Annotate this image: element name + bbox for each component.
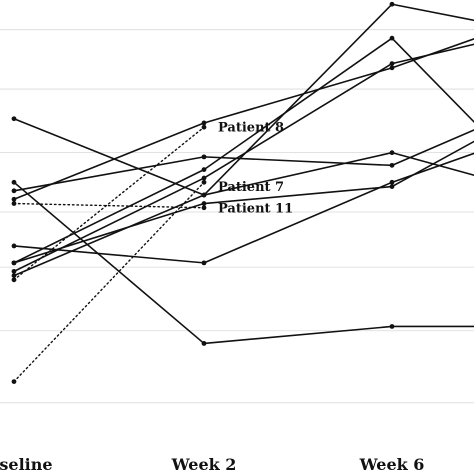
series-line — [13, 117, 474, 196]
x-tick-label-week-6: Week 6 — [359, 455, 425, 474]
series-lines — [13, 3, 474, 383]
gridlines — [0, 29, 474, 404]
series-line — [13, 181, 205, 383]
data-point — [389, 61, 395, 66]
x-tick-label-baseline: Baseline — [0, 455, 53, 474]
data-point — [201, 167, 207, 173]
annotations: Patient 8 Patient 7 Patient 11 — [218, 121, 293, 217]
data-point — [11, 268, 17, 274]
data-point — [201, 341, 207, 346]
data-point — [389, 150, 395, 156]
series-line — [13, 202, 205, 209]
series-line — [13, 43, 474, 273]
series-line — [13, 181, 474, 345]
data-point — [11, 243, 17, 249]
data-point — [11, 273, 17, 278]
data-point — [11, 196, 17, 202]
data-point — [201, 120, 207, 126]
data-point — [389, 184, 395, 189]
series-line — [13, 37, 474, 264]
data-point — [389, 179, 395, 185]
series-line — [13, 152, 474, 264]
data-point — [201, 260, 207, 266]
data-point — [201, 154, 207, 160]
data-point — [11, 179, 17, 185]
series-line — [13, 129, 474, 192]
data-point — [389, 35, 395, 41]
x-axis: Baseline Week 2 Week 6 — [0, 455, 424, 474]
data-point — [11, 277, 17, 283]
data-point — [11, 201, 17, 206]
data-point — [11, 260, 17, 266]
data-point — [201, 175, 207, 181]
data-point — [11, 116, 17, 122]
data-point — [389, 1, 395, 7]
series-line — [13, 140, 474, 264]
series-line — [13, 38, 474, 201]
data-points — [11, 1, 395, 384]
data-point — [201, 179, 207, 185]
data-point — [201, 205, 207, 211]
series-line — [13, 3, 474, 277]
data-point — [11, 379, 17, 384]
series-line — [13, 126, 205, 281]
data-point — [389, 65, 395, 71]
data-point — [201, 124, 207, 130]
data-point — [201, 192, 207, 198]
data-point — [389, 162, 395, 168]
data-point — [11, 188, 17, 194]
x-tick-label-week-2: Week 2 — [171, 455, 237, 474]
data-point — [201, 201, 207, 206]
annotation-patient-7: Patient 7 — [218, 180, 284, 195]
annotation-patient-11: Patient 11 — [218, 201, 293, 216]
annotation-patient-8: Patient 8 — [218, 121, 284, 136]
data-point — [389, 324, 395, 329]
